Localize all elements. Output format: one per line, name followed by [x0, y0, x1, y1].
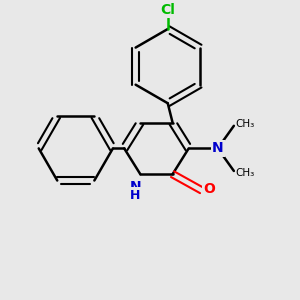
Text: H: H — [130, 189, 141, 202]
Text: CH₃: CH₃ — [236, 168, 255, 178]
Text: CH₃: CH₃ — [236, 119, 255, 129]
Text: N: N — [130, 180, 141, 194]
Text: O: O — [204, 182, 216, 196]
Text: Cl: Cl — [160, 3, 175, 17]
Text: N: N — [212, 141, 224, 155]
